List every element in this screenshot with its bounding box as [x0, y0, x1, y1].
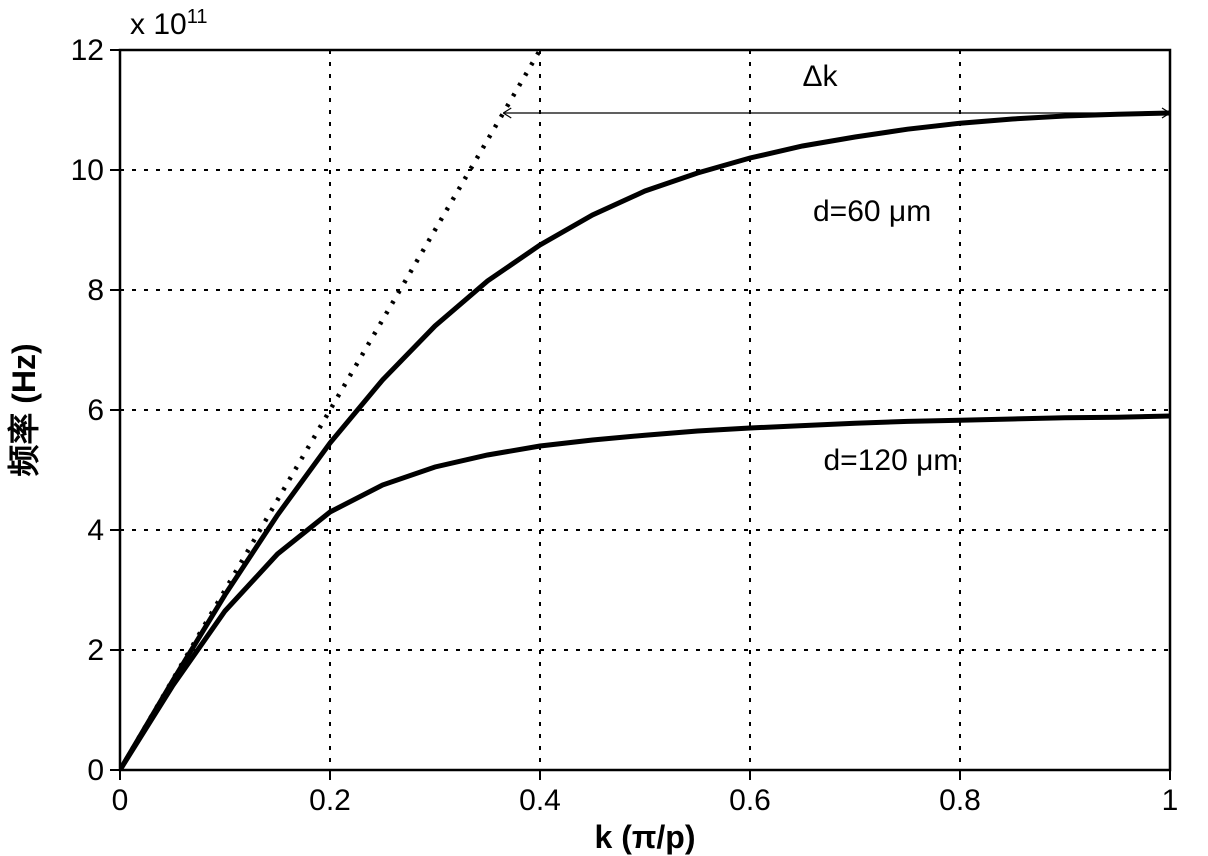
d120-label: d=120 μm [824, 444, 959, 477]
y-tick-label: 12 [71, 34, 104, 67]
x-tick-label: 0.6 [729, 784, 771, 817]
x-axis-label: k (π/p) [595, 819, 696, 855]
y-tick-label: 6 [87, 394, 104, 427]
x-tick-label: 0.2 [309, 784, 351, 817]
x-tick-label: 0 [112, 784, 129, 817]
y-exponent-label: x 1011 [130, 6, 207, 41]
y-tick-label: 10 [71, 154, 104, 187]
y-tick-label: 8 [87, 274, 104, 307]
y-axis-label: 频率 (Hz) [6, 343, 42, 476]
dispersion-chart: 00.20.40.60.81024681012x 1011k (π/p)频率 (… [0, 0, 1208, 856]
x-tick-label: 0.8 [939, 784, 981, 817]
d60-label: d=60 μm [813, 195, 931, 228]
delta-k-label: Δk [803, 60, 839, 93]
series-d60 [120, 113, 1170, 770]
y-tick-label: 2 [87, 634, 104, 667]
y-tick-label: 0 [87, 754, 104, 787]
x-tick-label: 1 [1162, 784, 1179, 817]
chart-svg: 00.20.40.60.81024681012x 1011k (π/p)频率 (… [0, 0, 1208, 856]
y-tick-label: 4 [87, 514, 104, 547]
series-d120 [120, 416, 1170, 770]
x-tick-label: 0.4 [519, 784, 561, 817]
